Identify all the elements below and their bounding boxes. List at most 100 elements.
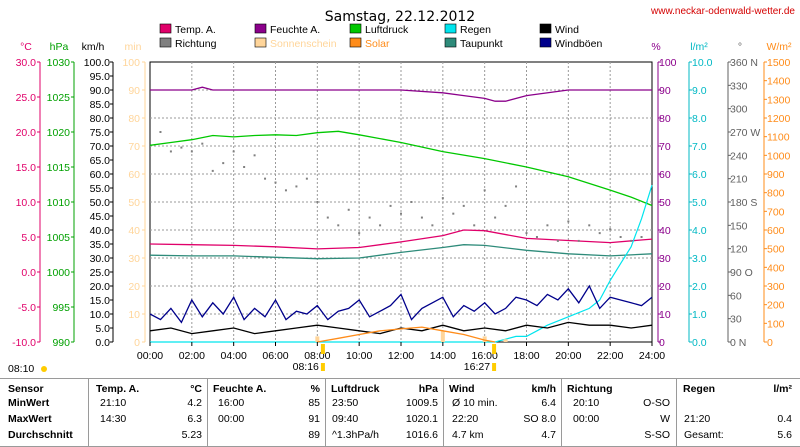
direction-point <box>556 239 559 242</box>
rain-axis-label: 10.0 <box>692 57 713 69</box>
direction-point <box>201 142 204 145</box>
wind-axis-label: 100.0 <box>84 57 110 69</box>
solar-axis-label: 1100 <box>767 132 790 144</box>
direction-point <box>494 216 497 219</box>
table-cell-rain-t: Gesamt: <box>684 429 724 441</box>
direction-point <box>431 224 434 227</box>
direction-point <box>483 189 486 192</box>
direction-point <box>640 236 643 238</box>
pressure-axis-label: 1025 <box>47 92 71 104</box>
stats-table: Sensor Temp. A. °C Feuchte A. % Luftdruc… <box>0 378 800 447</box>
temp-axis-label: 30.0 <box>16 57 37 69</box>
series-line-taupunkt <box>149 244 653 260</box>
direction-axis-label: 300 <box>730 104 748 116</box>
table-cell-hum-t: 00:00 <box>218 413 245 425</box>
solar-axis-label: 1500 <box>767 57 791 69</box>
series-line-wind <box>149 321 653 335</box>
direction-point <box>368 216 371 219</box>
humidity-axis-label: 10 <box>659 309 671 321</box>
pressure-axis-label: 1020 <box>47 127 71 139</box>
weather-chart: Samstag, 22.12.2012 www.neckar-odenwald-… <box>8 6 795 375</box>
axis-unit-label: °C <box>20 41 32 53</box>
direction-point <box>567 220 570 223</box>
direction-point <box>462 204 465 207</box>
direction-axis-label: 120 <box>730 244 748 256</box>
direction-point <box>609 228 612 231</box>
sun-axis-label: 20 <box>128 281 140 293</box>
legend-swatch <box>539 23 552 34</box>
direction-point <box>358 232 361 235</box>
table-cell-hum-v: 89 <box>308 429 320 441</box>
direction-point <box>211 169 214 172</box>
temp-axis-label: 10.0 <box>16 197 37 209</box>
pressure-axis-label: 1000 <box>47 267 71 279</box>
series-line-feuchtea <box>150 86 652 102</box>
temp-axis-label: -10.0 <box>12 337 36 349</box>
x-tick-label: 20:00 <box>555 350 581 362</box>
th-rain: Regen <box>683 383 716 395</box>
right-axes: 100908070605040302010010.09.08.07.06.05.… <box>657 57 791 349</box>
sunrise-dot <box>320 363 325 371</box>
direction-point <box>243 166 246 168</box>
series-line-tempa <box>149 229 653 250</box>
x-tick-label: 06:00 <box>262 350 288 362</box>
sunrise-marker <box>320 344 325 354</box>
direction-point <box>232 150 235 153</box>
direction-point <box>577 239 580 242</box>
solar-axis-label: 1200 <box>767 113 791 125</box>
direction-point <box>347 208 350 211</box>
x-tick-label: 02:00 <box>179 350 205 362</box>
table-cell-dir-v: O-SO <box>643 397 670 409</box>
direction-point <box>515 185 518 188</box>
sun-axis-label: 60 <box>128 169 140 181</box>
th-temp-unit: °C <box>190 383 202 395</box>
x-tick-label: 00:00 <box>137 350 163 362</box>
humidity-axis-label: 100 <box>659 57 677 69</box>
direction-point <box>546 224 549 227</box>
direction-axis-label: 270 W <box>730 127 760 139</box>
pressure-axis-label: 990 <box>52 337 70 349</box>
direction-axis-label: 90 O <box>730 267 753 279</box>
humidity-axis-label: 50 <box>659 197 671 209</box>
x-tick-label: 14:00 <box>430 350 456 362</box>
wind-axis-label: 55.0 <box>90 183 111 195</box>
rain-axis-label: 0.0 <box>692 337 707 349</box>
wind-axis-label: 65.0 <box>90 155 111 167</box>
source-link[interactable]: www.neckar-odenwald-wetter.de <box>650 6 795 17</box>
wind-axis-label: 25.0 <box>90 267 111 279</box>
rain-axis-label: 2.0 <box>692 281 707 293</box>
direction-axis-label: 0 N <box>730 337 746 349</box>
rain-axis-label: 7.0 <box>692 141 707 153</box>
legend-swatch <box>539 37 552 48</box>
axis-unit-label: % <box>651 41 660 53</box>
direction-point <box>598 232 601 235</box>
sunshine-bar <box>440 330 445 342</box>
direction-point <box>410 201 413 203</box>
th-wind-unit: km/h <box>531 383 556 395</box>
table-cell-wind-v: SO 8.0 <box>523 413 556 425</box>
axis-unit-label: W/m² <box>766 41 792 53</box>
rain-axis-label: 8.0 <box>692 113 707 125</box>
solar-axis-label: 1000 <box>767 150 791 162</box>
solar-axis-label: 600 <box>767 225 785 237</box>
direction-point <box>389 204 392 207</box>
table-cell-wind-v: 4.7 <box>541 429 556 441</box>
sunshine-bar <box>503 339 508 342</box>
table-cell-label: Durchschnitt <box>8 429 73 441</box>
left-axes: 30.025.020.015.010.05.00.0-5.0-10.010301… <box>12 57 146 349</box>
direction-point <box>253 154 256 157</box>
axis-unit-label: km/h <box>82 41 105 53</box>
legend-swatch <box>254 37 267 48</box>
wind-axis-label: 75.0 <box>90 127 111 139</box>
table-cell-label: MinWert <box>8 397 50 409</box>
legend-label: Richtung <box>175 38 217 50</box>
legend-label: Taupunkt <box>460 38 503 50</box>
wind-axis-label: 60.0 <box>90 169 111 181</box>
sun-axis-label: 90 <box>128 85 140 97</box>
direction-point <box>630 239 633 242</box>
solar-axis-label: 800 <box>767 188 785 200</box>
direction-point <box>619 236 622 238</box>
table-cell-press-v: 1016.6 <box>405 429 438 441</box>
wind-axis-label: 20.0 <box>90 281 111 293</box>
th-press-unit: hPa <box>418 383 438 395</box>
